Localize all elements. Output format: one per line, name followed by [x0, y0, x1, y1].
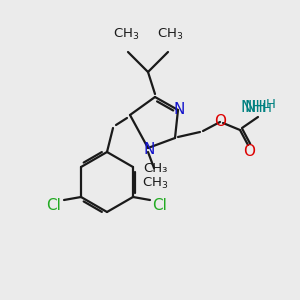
- Text: NH: NH: [241, 100, 263, 116]
- Text: O: O: [243, 145, 255, 160]
- Text: CH$_3$: CH$_3$: [113, 27, 139, 42]
- Text: CH$_3$: CH$_3$: [157, 27, 183, 42]
- Text: H: H: [262, 101, 272, 115]
- Text: Cl: Cl: [152, 197, 167, 212]
- Text: H: H: [266, 98, 276, 110]
- Text: CH₃: CH₃: [143, 163, 167, 176]
- Text: N: N: [143, 142, 155, 157]
- Text: CH$_3$: CH$_3$: [142, 176, 168, 191]
- Text: Cl: Cl: [46, 197, 62, 212]
- Text: O: O: [214, 115, 226, 130]
- Text: NH: NH: [244, 100, 267, 116]
- Text: N: N: [173, 101, 185, 116]
